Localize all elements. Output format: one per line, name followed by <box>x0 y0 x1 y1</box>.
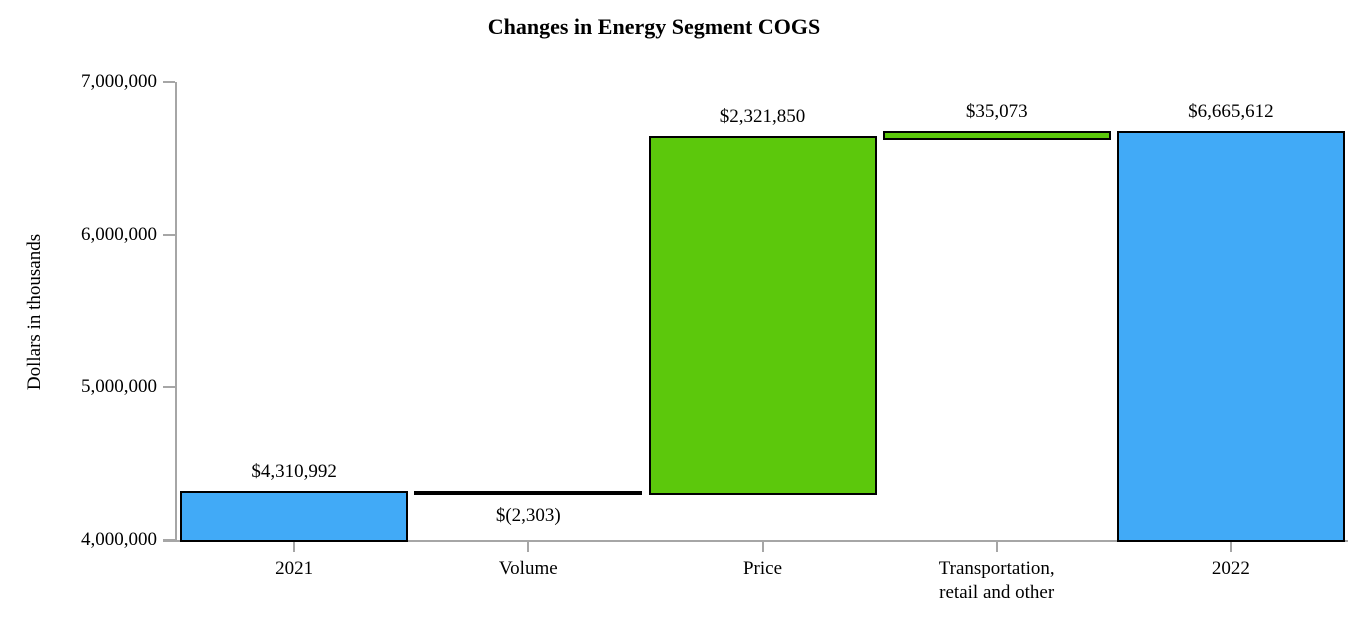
x-category-label: Transportation, retail and other <box>938 558 1055 603</box>
y-tick-label: 4,000,000 <box>81 529 157 550</box>
x-axis-line <box>163 540 1348 542</box>
bar-value-label: $4,310,992 <box>251 460 337 482</box>
bar-total <box>180 490 409 542</box>
bar-decrease <box>414 490 643 496</box>
x-tick <box>527 542 530 552</box>
y-axis-label: Dollars in thousands <box>24 233 45 391</box>
y-tick-label: 6,000,000 <box>81 223 157 245</box>
y-tick <box>163 539 175 541</box>
x-tick <box>1229 542 1232 552</box>
bar-total <box>1116 131 1345 542</box>
x-category-label: Volume <box>498 558 558 579</box>
chart-title: Changes in Energy Segment COGS <box>487 14 821 39</box>
x-tick <box>995 542 998 552</box>
bar-value-label: $6,665,612 <box>1188 101 1274 123</box>
y-tick <box>163 81 175 83</box>
x-category-label: Price <box>742 558 783 579</box>
y-tick <box>163 233 175 236</box>
bar-increase <box>882 131 1111 141</box>
bar-value-label: $35,073 <box>965 101 1028 123</box>
x-category-label: 2021 <box>275 558 314 579</box>
bar-value-label: $(2,303) <box>495 504 561 526</box>
bar-increase <box>648 136 877 495</box>
x-category-label: 2022 <box>1211 558 1250 579</box>
x-tick <box>293 542 296 552</box>
y-tick <box>163 386 175 389</box>
y-tick-label: 5,000,000 <box>81 376 157 398</box>
x-tick <box>761 542 764 552</box>
bar-value-label: $2,321,850 <box>719 106 806 128</box>
y-tick-label: 7,000,000 <box>81 71 157 92</box>
y-axis-line <box>175 82 177 542</box>
